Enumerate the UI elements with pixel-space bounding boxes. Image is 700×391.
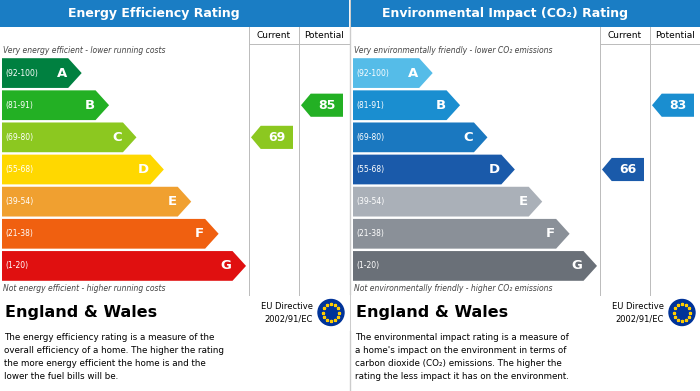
Text: (21-38): (21-38) — [5, 229, 33, 238]
Polygon shape — [2, 219, 218, 249]
Text: England & Wales: England & Wales — [5, 305, 157, 320]
Text: G: G — [572, 260, 582, 273]
Text: (81-91): (81-91) — [5, 101, 33, 110]
Text: B: B — [85, 99, 95, 112]
Text: G: G — [220, 260, 232, 273]
Text: 66: 66 — [620, 163, 636, 176]
Bar — [0, 295, 349, 330]
Polygon shape — [353, 58, 433, 88]
Polygon shape — [2, 122, 136, 152]
Text: England & Wales: England & Wales — [356, 305, 508, 320]
Text: Very energy efficient - lower running costs: Very energy efficient - lower running co… — [3, 46, 165, 55]
Text: The energy efficiency rating is a measure of the
overall efficiency of a home. T: The energy efficiency rating is a measur… — [4, 333, 224, 380]
Polygon shape — [2, 58, 82, 88]
Text: (81-91): (81-91) — [356, 101, 384, 110]
Text: 83: 83 — [669, 99, 687, 112]
Circle shape — [669, 300, 695, 325]
Text: A: A — [57, 66, 67, 80]
Text: D: D — [489, 163, 500, 176]
Polygon shape — [2, 187, 191, 217]
Bar — [351, 295, 700, 330]
Text: 85: 85 — [318, 99, 335, 112]
Polygon shape — [2, 154, 164, 185]
Text: (1-20): (1-20) — [5, 262, 28, 271]
Text: EU Directive
2002/91/EC: EU Directive 2002/91/EC — [261, 302, 313, 323]
Text: (21-38): (21-38) — [356, 229, 384, 238]
Text: (69-80): (69-80) — [5, 133, 33, 142]
Text: Very environmentally friendly - lower CO₂ emissions: Very environmentally friendly - lower CO… — [354, 46, 552, 55]
Text: Current: Current — [608, 31, 642, 40]
Polygon shape — [2, 90, 109, 120]
Text: (69-80): (69-80) — [356, 133, 384, 142]
Text: Current: Current — [257, 31, 291, 40]
Text: Not energy efficient - higher running costs: Not energy efficient - higher running co… — [3, 284, 165, 293]
Polygon shape — [301, 93, 343, 117]
Polygon shape — [353, 90, 460, 120]
Text: 69: 69 — [268, 131, 286, 144]
Text: Energy Efficiency Rating: Energy Efficiency Rating — [68, 7, 239, 20]
Text: (55-68): (55-68) — [356, 165, 384, 174]
Text: Potential: Potential — [655, 31, 695, 40]
Text: (39-54): (39-54) — [5, 197, 34, 206]
Bar — [351, 0, 700, 27]
Text: Potential: Potential — [304, 31, 344, 40]
Polygon shape — [353, 187, 542, 217]
Text: B: B — [435, 99, 446, 112]
Bar — [0, 0, 349, 27]
Polygon shape — [652, 93, 694, 117]
Text: (39-54): (39-54) — [356, 197, 384, 206]
Bar — [0, 27, 349, 295]
Text: C: C — [112, 131, 122, 144]
Polygon shape — [251, 126, 293, 149]
Polygon shape — [353, 251, 597, 281]
Text: EU Directive
2002/91/EC: EU Directive 2002/91/EC — [612, 302, 664, 323]
Polygon shape — [2, 251, 246, 281]
Bar — [351, 27, 700, 295]
Polygon shape — [353, 219, 570, 249]
Polygon shape — [602, 158, 644, 181]
Text: D: D — [138, 163, 149, 176]
Polygon shape — [353, 154, 515, 185]
Text: E: E — [519, 195, 528, 208]
Text: (1-20): (1-20) — [356, 262, 379, 271]
Text: (55-68): (55-68) — [5, 165, 33, 174]
Text: F: F — [546, 227, 555, 240]
Text: E: E — [167, 195, 176, 208]
Text: A: A — [408, 66, 418, 80]
Text: Not environmentally friendly - higher CO₂ emissions: Not environmentally friendly - higher CO… — [354, 284, 552, 293]
Circle shape — [318, 300, 344, 325]
Polygon shape — [353, 122, 487, 152]
Text: (92-100): (92-100) — [356, 68, 389, 77]
Text: (92-100): (92-100) — [5, 68, 38, 77]
Text: C: C — [463, 131, 473, 144]
Text: The environmental impact rating is a measure of
a home's impact on the environme: The environmental impact rating is a mea… — [355, 333, 569, 380]
Text: F: F — [195, 227, 204, 240]
Text: Environmental Impact (CO₂) Rating: Environmental Impact (CO₂) Rating — [382, 7, 628, 20]
